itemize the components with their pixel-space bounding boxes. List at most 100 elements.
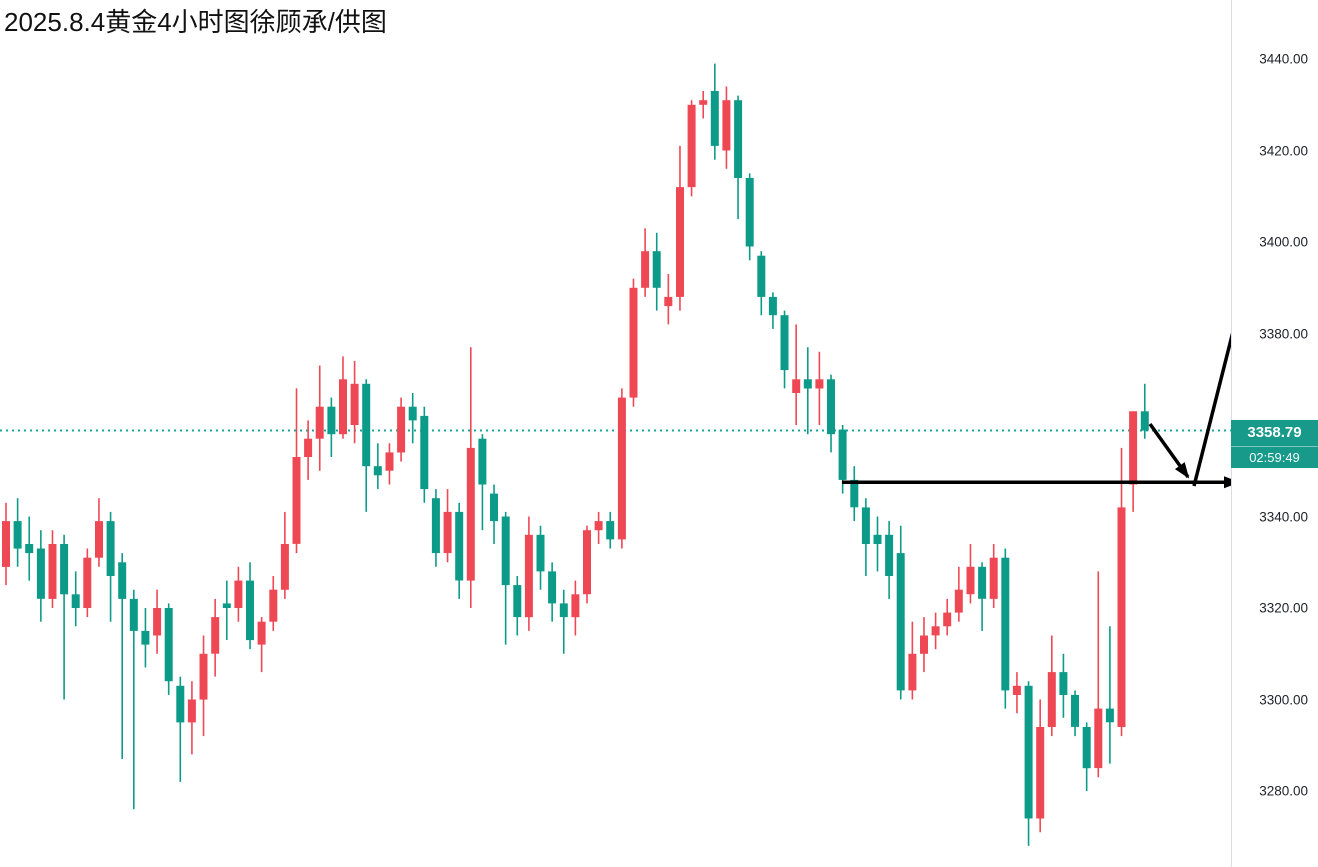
axis-tick-label: 3320.00 xyxy=(1259,600,1308,616)
candle-body xyxy=(1001,557,1010,691)
candle-body xyxy=(768,296,777,316)
pullback-arrow[interactable] xyxy=(1148,422,1190,479)
candle-body xyxy=(850,479,859,508)
candle-body xyxy=(95,521,103,558)
candle-body xyxy=(1059,672,1068,695)
candle-body xyxy=(652,251,661,288)
candle-body xyxy=(83,557,92,608)
candle-body xyxy=(641,251,650,288)
candle-body xyxy=(931,626,940,636)
candle-body xyxy=(1024,685,1033,819)
candle-body xyxy=(292,457,301,544)
candle-body xyxy=(501,516,510,586)
axis-tick-label: 3300.00 xyxy=(1259,692,1308,707)
candle-body xyxy=(153,608,162,636)
candle-body xyxy=(1036,727,1045,819)
candle-body xyxy=(339,379,347,435)
candle-body xyxy=(280,544,289,590)
candle-body xyxy=(443,511,452,554)
candle-body xyxy=(838,429,847,480)
candle-body xyxy=(1094,708,1103,769)
candle-body xyxy=(176,685,185,723)
candle-body xyxy=(199,653,208,700)
candle-body xyxy=(222,603,231,608)
candle-body xyxy=(617,397,626,540)
candle-body xyxy=(2,521,10,567)
candle-body xyxy=(315,406,324,439)
candle-body xyxy=(583,530,591,595)
candle-body xyxy=(420,415,429,490)
axis-tick-label: 3380.00 xyxy=(1259,326,1308,341)
candle-body xyxy=(1129,411,1138,485)
candle-body xyxy=(71,594,80,608)
axis-tick-label: 3340.00 xyxy=(1259,509,1308,524)
candle-body xyxy=(327,406,336,435)
candle-body xyxy=(1140,411,1149,431)
candle-body xyxy=(106,521,115,576)
candle-body xyxy=(524,534,533,618)
candle-body xyxy=(885,534,894,576)
candle-body xyxy=(234,580,243,608)
candle-body xyxy=(571,594,580,618)
candle-body xyxy=(141,630,150,645)
candle-body xyxy=(920,635,928,654)
candle-body xyxy=(478,438,487,485)
candle-body xyxy=(606,521,615,540)
candle-body xyxy=(269,589,278,622)
candle-body xyxy=(722,100,731,151)
candle-body xyxy=(466,447,475,581)
last-price-label: 3358.79 02:59:49 xyxy=(1231,420,1318,468)
candle-body xyxy=(664,296,673,307)
candle-body xyxy=(118,562,127,599)
candle-body xyxy=(246,580,254,641)
candle-body xyxy=(455,511,464,581)
candle-body xyxy=(780,315,789,371)
candle-body xyxy=(1047,672,1056,727)
candle-body xyxy=(954,589,963,613)
candle-body xyxy=(397,406,406,453)
candle-body xyxy=(536,534,545,572)
candle-body xyxy=(490,493,498,522)
candle-body xyxy=(1012,685,1021,695)
candle-body xyxy=(1117,507,1126,727)
candle-body xyxy=(966,566,975,595)
candle-body xyxy=(896,553,905,691)
candle-body xyxy=(25,544,34,554)
candle-body xyxy=(873,534,882,544)
axis-tick-label: 3280.00 xyxy=(1259,783,1308,799)
last-price-value: 3358.79 xyxy=(1231,420,1318,446)
candle-body xyxy=(699,100,708,105)
candle-body xyxy=(187,699,196,723)
candle-body xyxy=(745,177,754,247)
axis-tick-label: 3440.00 xyxy=(1259,51,1308,67)
candle-body xyxy=(827,379,835,435)
candle-body xyxy=(164,608,173,682)
candle-body xyxy=(978,566,987,599)
candle-series xyxy=(2,63,1149,846)
candle-body xyxy=(373,466,382,476)
candle-body xyxy=(362,383,371,467)
candle-body xyxy=(257,621,266,645)
candle-body xyxy=(710,91,719,146)
candle-body xyxy=(559,603,568,618)
candle-body xyxy=(803,379,812,389)
candle-body xyxy=(594,521,603,531)
candle-body xyxy=(129,598,138,631)
candle-body xyxy=(60,544,69,595)
candle-body xyxy=(48,544,57,599)
candle-body xyxy=(431,498,440,554)
candle-body xyxy=(36,548,45,599)
chart-title: 2025.8.4黄金4小时图徐顾承/供图 xyxy=(4,7,387,37)
trend-drawings[interactable] xyxy=(842,286,1247,489)
candle-body xyxy=(943,612,952,627)
candle-body xyxy=(629,287,638,398)
candle-body xyxy=(1082,727,1091,769)
candle-body xyxy=(861,507,870,544)
candle-body xyxy=(211,617,220,654)
candle-body xyxy=(1071,694,1079,727)
axis-tick-label: 3400.00 xyxy=(1259,234,1308,250)
candle-body xyxy=(734,100,743,178)
countdown-timer: 02:59:49 xyxy=(1231,446,1318,468)
